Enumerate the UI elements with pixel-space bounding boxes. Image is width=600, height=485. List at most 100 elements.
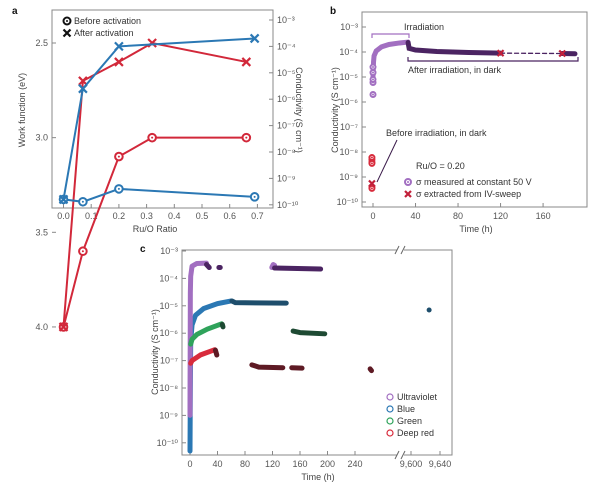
circle-marker-dot <box>370 187 373 190</box>
x-tick-label: 160 <box>536 211 551 221</box>
series-line-2 <box>63 187 255 203</box>
series-6 <box>269 262 278 270</box>
panel-b-plot-area <box>361 11 588 208</box>
circle-marker-dot <box>370 156 373 159</box>
y-tick-label: 10⁻⁵ <box>160 301 179 311</box>
series-4 <box>204 262 212 270</box>
x-tick-label: 9,640 <box>429 459 452 469</box>
y-tick-label: 10⁻¹⁰ <box>337 197 359 207</box>
circle-marker-dot <box>81 250 84 253</box>
annotation-irradiation: Irradiation <box>404 22 444 32</box>
y-tick-label: 10⁻⁹ <box>159 410 178 420</box>
x-tick-label: 120 <box>493 211 508 221</box>
y-right-tick-label: 10⁻⁴ <box>277 41 296 51</box>
legend-green: Green <box>397 416 422 426</box>
series-13 <box>249 362 286 371</box>
y-tick-label: 10⁻⁵ <box>340 72 359 82</box>
data-point <box>78 76 88 86</box>
series-point-2 <box>426 307 432 313</box>
y-right-tick-label: 10⁻⁵ <box>277 68 296 78</box>
panel-letter-b: b <box>330 6 336 17</box>
annotation-after-irradiation: After irradiation, in dark <box>408 65 502 75</box>
x-tick-label: 160 <box>292 459 307 469</box>
y-right-tick-label: 10⁻⁸ <box>277 147 296 157</box>
legend-iv-sweep: σ extracted from IV-sweep <box>416 189 521 199</box>
iv-sweep-point <box>368 179 376 188</box>
circle-marker-dot <box>370 162 373 165</box>
panel-letter-c: c <box>140 244 146 255</box>
y-right-tick-label: 10⁻¹⁰ <box>277 200 299 210</box>
y-left-tick-label: 4.0 <box>35 322 48 332</box>
circle-marker-dot <box>253 195 256 198</box>
y-right-tick-label: 10⁻⁶ <box>277 94 296 104</box>
legend-deep-red: Deep red <box>397 428 434 438</box>
y-tick-label: 10⁻³ <box>160 246 178 256</box>
series-9 <box>219 321 226 330</box>
y-tick-label: 10⁻⁴ <box>339 47 358 57</box>
annotation-before-irradiation: Before irradiation, in dark <box>386 128 487 138</box>
panel-a-plot-area <box>51 9 274 209</box>
y-axis-label: Conductivity (S cm⁻¹) <box>330 67 340 153</box>
y-tick-label: 10⁻⁶ <box>160 328 179 338</box>
circle-marker-dot <box>372 78 374 81</box>
series-3 <box>187 260 209 418</box>
circle-marker-dot <box>117 155 120 158</box>
circle-marker-dot <box>372 93 374 96</box>
y-right-axis-label: Conductivity (S cm⁻¹) <box>294 67 304 153</box>
x-tick-label: 0.2 <box>113 211 126 221</box>
axis-break-gap <box>397 247 404 253</box>
circle-marker-dot <box>151 136 154 139</box>
x-tick-label: 0.0 <box>57 211 70 221</box>
x-axis-label: Ru/O Ratio <box>133 224 178 234</box>
circle-marker-dot <box>245 136 248 139</box>
y-axis-label: Conductivity (S cm⁻¹) <box>150 309 160 395</box>
data-point <box>249 33 260 44</box>
circle-marker-dot <box>81 200 84 203</box>
legend-circle-icon <box>386 393 394 401</box>
x-tick-label: 80 <box>453 211 463 221</box>
x-tick-label: 40 <box>411 211 421 221</box>
data-point <box>147 38 157 48</box>
y-right-tick-label: 10⁻⁷ <box>277 121 295 131</box>
x-tick-label: 0.4 <box>168 211 181 221</box>
panel-letter-a: a <box>12 6 18 17</box>
y-tick-label: 10⁻¹⁰ <box>157 438 179 448</box>
legend-circle-icon <box>386 417 394 425</box>
data-point <box>114 41 124 52</box>
annotation-pointer <box>376 139 398 183</box>
x-tick-label: 0.6 <box>223 211 236 221</box>
data-point <box>58 322 69 332</box>
y-tick-label: 10⁻⁸ <box>159 383 178 393</box>
x-tick-label: 120 <box>265 459 280 469</box>
y-left-tick-label: 2.5 <box>35 38 48 48</box>
y-right-tick-label: 10⁻⁹ <box>277 173 296 183</box>
annotation-ratio: Ru/O = 0.20 <box>416 161 465 171</box>
legend-blue: Blue <box>397 404 415 414</box>
series-1 <box>405 39 504 56</box>
data-point <box>58 194 69 205</box>
series-1 <box>229 298 289 306</box>
series-15 <box>367 366 374 374</box>
y-tick-label: 10⁻³ <box>340 22 358 32</box>
panel-c-plot-area <box>181 249 453 456</box>
irradiation-bracket <box>371 33 410 38</box>
series-7 <box>272 265 324 272</box>
iv-sweep-point <box>496 49 505 57</box>
legend-cross-icon <box>62 28 72 38</box>
y-left-tick-label: 3.5 <box>35 227 48 237</box>
x-axis-label: Time (h) <box>301 472 334 482</box>
y-tick-label: 10⁻⁴ <box>159 273 178 283</box>
axis-break-icon <box>394 450 406 460</box>
y-tick-label: 10⁻⁸ <box>339 147 358 157</box>
x-tick-label: 40 <box>212 459 222 469</box>
x-axis-label: Time (h) <box>459 224 492 234</box>
series-11 <box>188 347 218 366</box>
x-tick-label: 200 <box>320 459 335 469</box>
y-left-axis-label: Work function (eV) <box>17 73 27 147</box>
data-point <box>78 83 88 94</box>
legend-cross-icon <box>404 190 412 198</box>
y-right-tick-label: 10⁻³ <box>277 15 295 25</box>
series-12 <box>212 347 220 358</box>
series-line-3 <box>62 37 255 200</box>
